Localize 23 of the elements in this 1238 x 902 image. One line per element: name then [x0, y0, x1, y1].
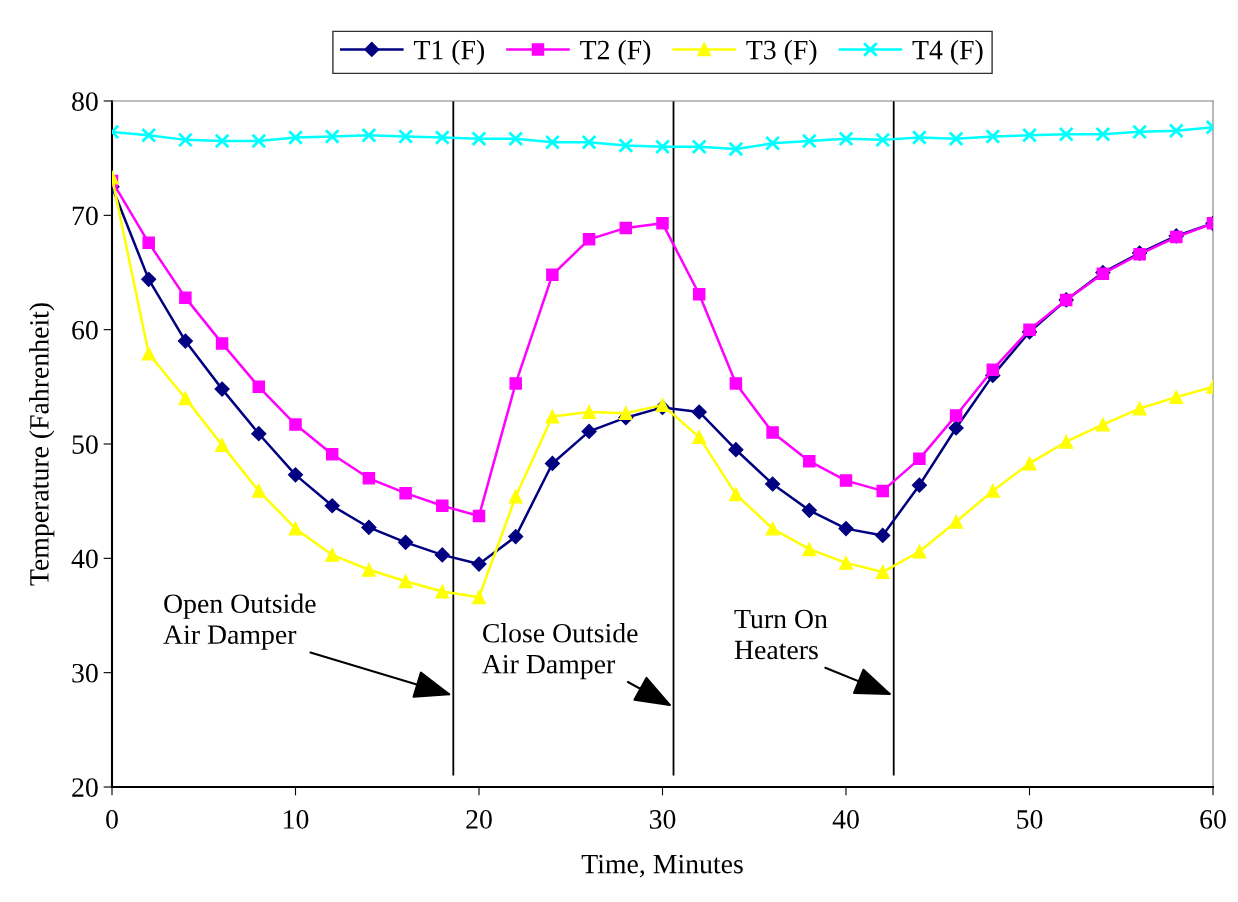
- legend-label: T3 (F): [746, 39, 817, 66]
- annotation: Open Outside Air Damper: [163, 593, 316, 650]
- x-tick-label: 60: [1200, 810, 1226, 829]
- y-axis-title: Temperature (Fahrenheit): [29, 303, 55, 586]
- y-tick-label: 60: [72, 320, 98, 340]
- y-tick-label: 20: [72, 778, 98, 797]
- x-tick-label: 20: [466, 810, 492, 829]
- annotation: Close Outside Air Damper: [482, 623, 638, 680]
- annotation: Turn On Heaters: [734, 609, 828, 660]
- y-tick-label: 80: [72, 92, 98, 111]
- x-tick-label: 50: [1017, 810, 1043, 829]
- y-tick-label: 40: [71, 549, 98, 569]
- x-axis-title: Time, Minutes: [581, 854, 743, 878]
- x-tick-label: 40: [832, 810, 859, 829]
- y-tick-label: 70: [72, 206, 98, 226]
- y-tick-label: 50: [72, 435, 98, 454]
- x-tick-label: 10: [284, 810, 309, 829]
- legend-label: T1 (F): [413, 39, 484, 66]
- x-tick-label: 0: [106, 810, 118, 829]
- x-tick-label: 30: [649, 810, 676, 829]
- y-tick-label: 30: [72, 663, 98, 683]
- legend-label: T2 (F): [580, 39, 651, 66]
- legend-label: T4 (F): [912, 39, 983, 66]
